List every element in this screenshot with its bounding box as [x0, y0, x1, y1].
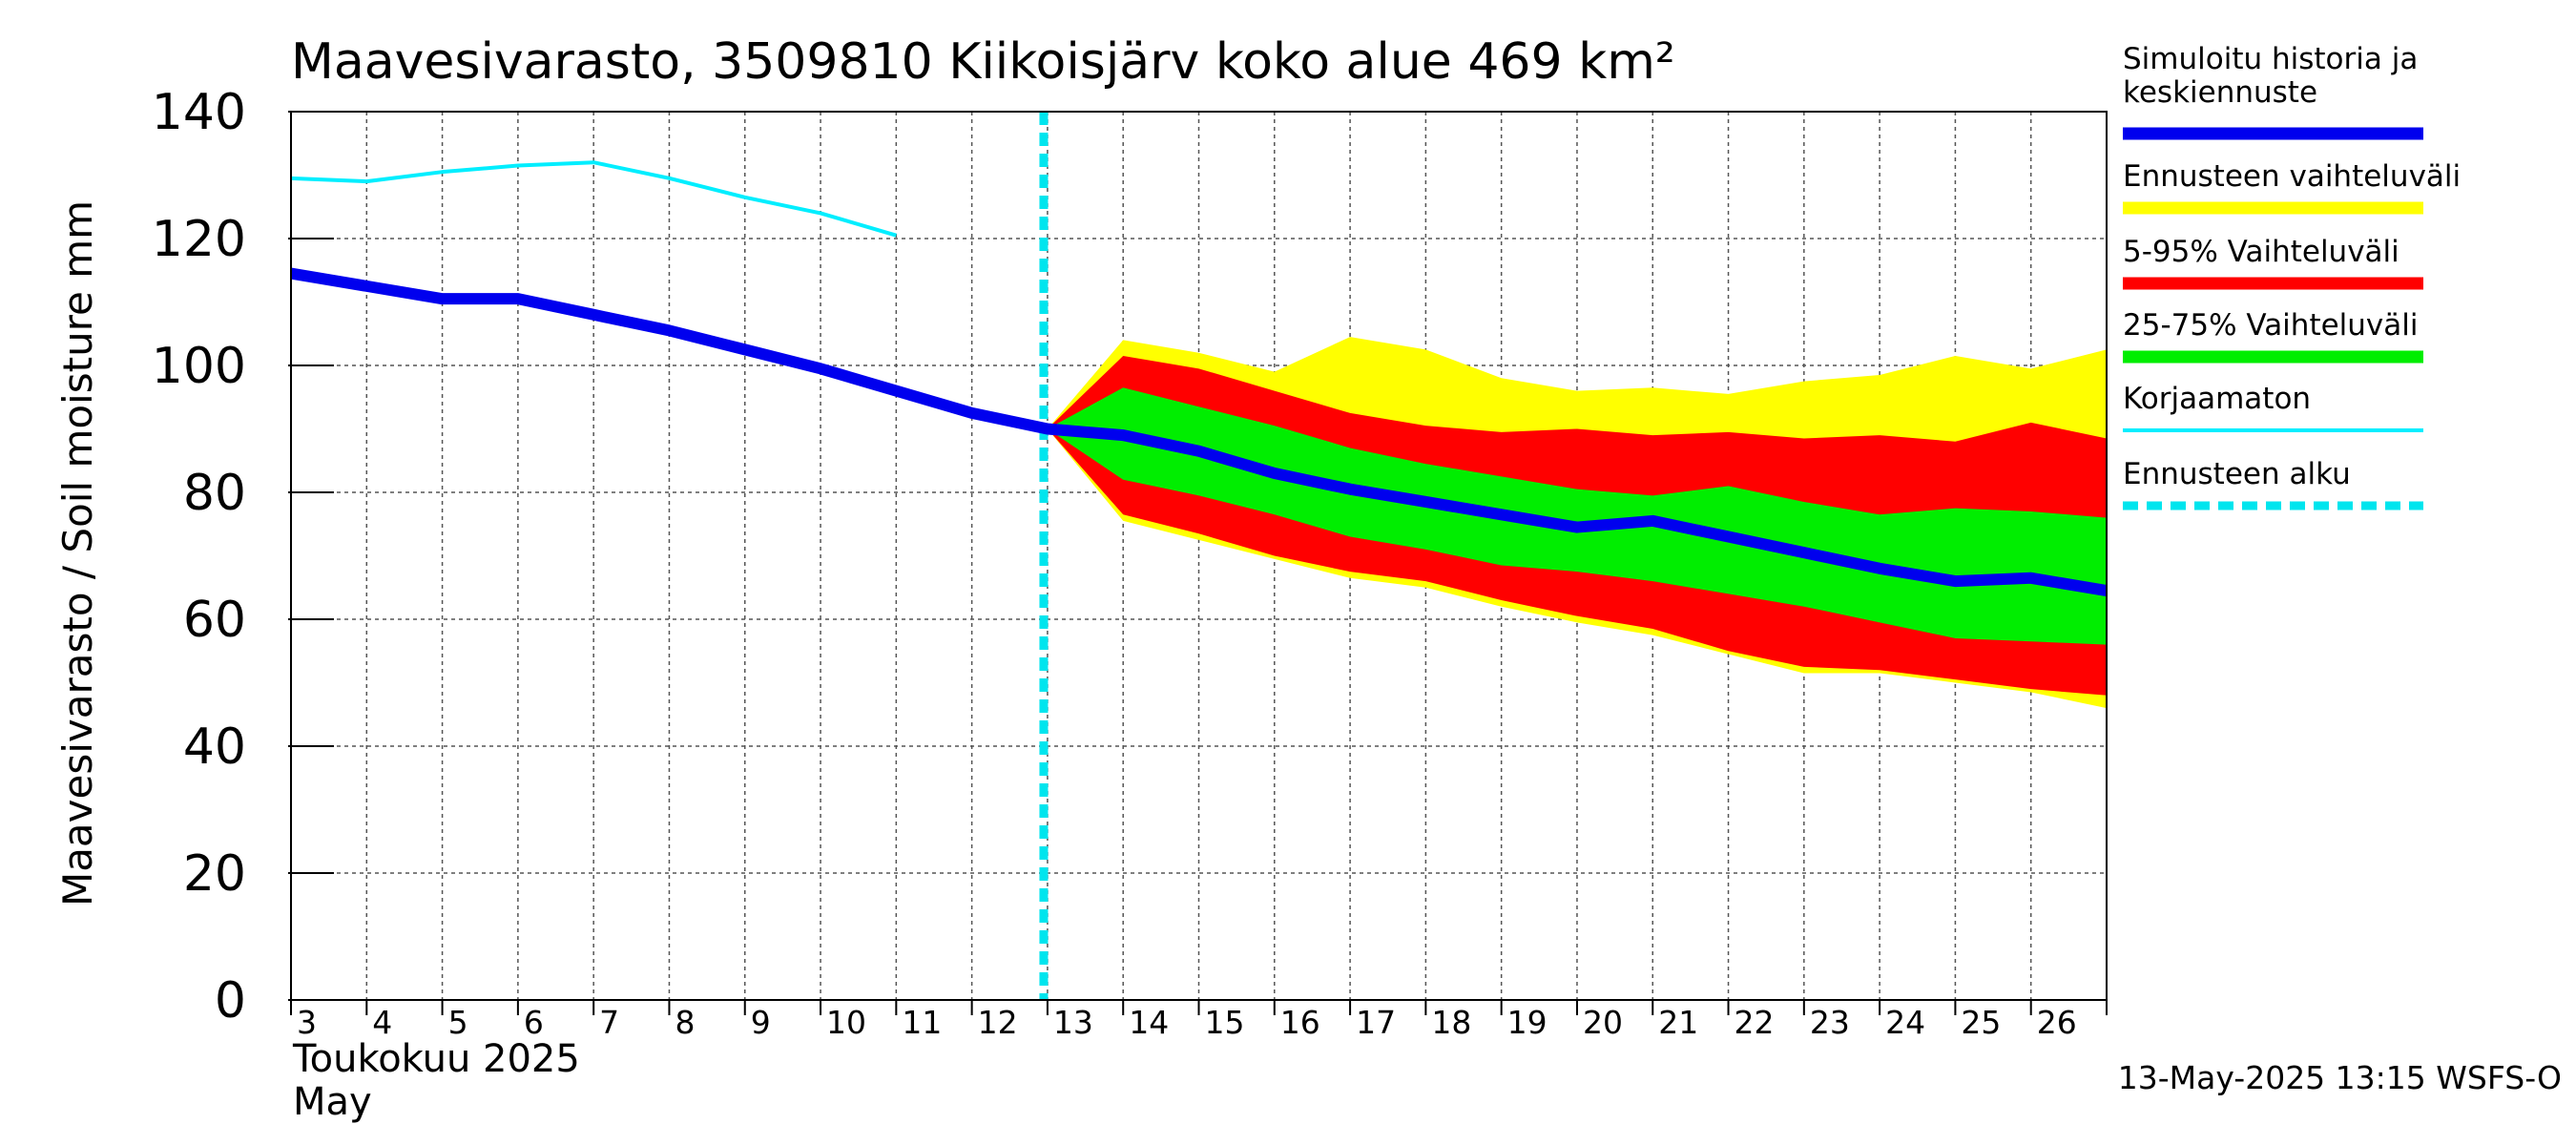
x-tick-label: 26	[2037, 1004, 2077, 1041]
legend-label: Korjaamaton	[2123, 382, 2311, 416]
band-25-75	[1047, 387, 2107, 645]
y-tick-label: 20	[183, 845, 246, 903]
line-simulated	[290, 267, 2108, 596]
x-tick-label: 24	[1885, 1004, 1925, 1041]
legend-item: 25-75% Vaihteluväli	[2123, 308, 2423, 364]
y-axis-label: Maavesivarasto / Soil moisture mm	[54, 200, 101, 906]
x-tick-label: 16	[1280, 1004, 1320, 1041]
legend-label: 5-95% Vaihteluväli	[2123, 235, 2399, 269]
x-tick-label: 5	[448, 1004, 468, 1041]
x-tick-label: 13	[1053, 1004, 1093, 1041]
x-axis-month-fi: Toukokuu 2025	[292, 1037, 580, 1081]
x-tick-labels: 3 4 5 6 7 8 9 10 11 12 13 14 15 16 17 18 19 20 21 22 23 24 25 2…	[297, 1004, 2077, 1041]
series-lines	[290, 112, 2108, 1000]
y-tick-label: 120	[152, 211, 246, 268]
chart-title: Maavesivarasto, 3509810 Kiikoisjärv koko…	[291, 33, 1675, 91]
x-tick-label: 15	[1205, 1004, 1245, 1041]
x-tick-label: 12	[978, 1004, 1018, 1041]
x-tick-label: 20	[1583, 1004, 1623, 1041]
x-tick-label: 21	[1658, 1004, 1698, 1041]
x-tick-label: 18	[1431, 1004, 1471, 1041]
y-tick-label: 60	[183, 592, 246, 649]
legend-label: keskiennuste	[2123, 75, 2317, 110]
legend-item: Ennusteen alku	[2123, 457, 2423, 510]
timestamp: 13-May-2025 13:15 WSFS-O	[2118, 1059, 2562, 1096]
legend-label: Ennusteen vaihteluväli	[2123, 159, 2461, 194]
x-tick-label: 22	[1735, 1004, 1775, 1041]
x-tick-label: 4	[372, 1004, 392, 1041]
line-korjaamaton	[290, 160, 897, 238]
y-tick-labels: 0 20 40 60 80 100 120 140	[152, 84, 246, 1030]
axes	[288, 111, 2108, 1015]
y-tick-label: 100	[152, 338, 246, 395]
x-axis-month-en: May	[293, 1080, 372, 1124]
x-tick-label: 14	[1129, 1004, 1169, 1041]
y-tick-label: 0	[215, 972, 246, 1030]
x-tick-label: 23	[1810, 1004, 1850, 1041]
x-tick-label: 19	[1507, 1004, 1548, 1041]
legend-item: Korjaamaton	[2123, 382, 2423, 432]
y-tick-label: 40	[183, 718, 246, 776]
x-tick-label: 3	[297, 1004, 317, 1041]
legend-label: 25-75% Vaihteluväli	[2123, 308, 2419, 343]
legend-item: Ennusteen vaihteluväli	[2123, 159, 2461, 215]
x-tick-label: 8	[675, 1004, 695, 1041]
x-tick-label: 25	[1961, 1004, 2001, 1041]
y-tick-label: 140	[152, 84, 246, 141]
legend-item: 5-95% Vaihteluväli	[2123, 235, 2423, 290]
x-tick-label: 6	[524, 1004, 544, 1041]
x-tick-label: 11	[902, 1004, 942, 1041]
y-tick-label: 80	[183, 465, 246, 522]
x-tick-label: 9	[751, 1004, 771, 1041]
x-tick-label: 7	[599, 1004, 619, 1041]
x-tick-label: 10	[826, 1004, 866, 1041]
x-tick-label: 17	[1356, 1004, 1396, 1041]
legend-label: Ennusteen alku	[2123, 457, 2351, 491]
legend-label: Simuloitu historia ja	[2123, 42, 2418, 76]
